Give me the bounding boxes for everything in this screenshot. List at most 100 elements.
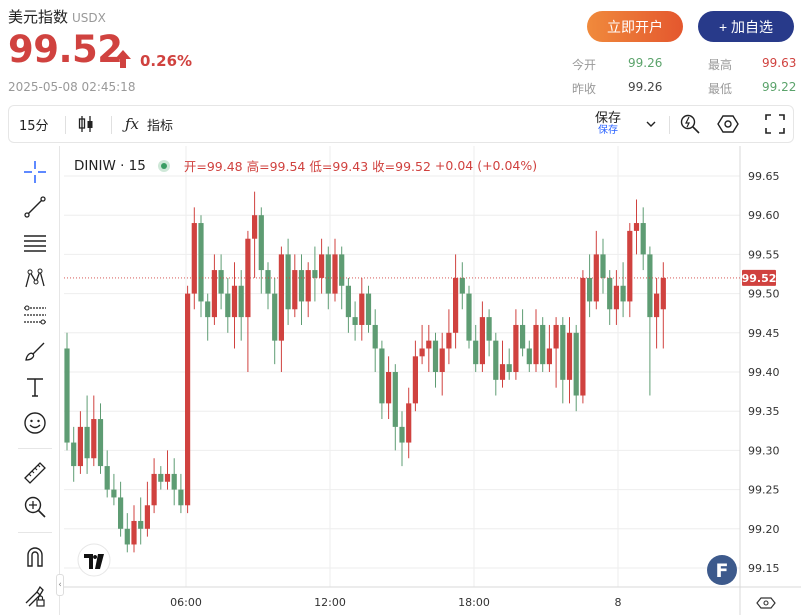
add-watchlist-button[interactable]: + 加自选 xyxy=(698,11,794,42)
candle-body xyxy=(278,254,284,341)
fib-retracement-icon[interactable] xyxy=(22,302,48,328)
legend-low: 低=99.43 xyxy=(309,159,369,174)
low-label: 最低 xyxy=(708,82,733,96)
f-badge-letter: F xyxy=(716,560,729,582)
market-status-dot-icon xyxy=(157,159,170,172)
save-label: 保存 xyxy=(595,110,622,126)
candle-body xyxy=(325,254,331,294)
candle-body xyxy=(352,317,358,325)
candle-body xyxy=(292,270,298,310)
y-tick-label: 99.30 xyxy=(748,444,780,457)
candle-body xyxy=(231,285,238,318)
candle-body xyxy=(506,364,512,372)
candle-body xyxy=(345,285,351,318)
horizontal-lines-icon[interactable] xyxy=(22,230,48,256)
low-value: 99.22 xyxy=(762,80,797,94)
lock-drawing-icon[interactable] xyxy=(22,582,48,608)
y-tick-label: 99.60 xyxy=(748,209,780,222)
candle-body xyxy=(473,340,479,365)
candle-body xyxy=(486,317,492,341)
save-sublabel: 保存 xyxy=(598,124,618,136)
trend-line-icon[interactable] xyxy=(22,194,48,220)
candle-body xyxy=(560,324,566,380)
tradingview-logo-icon xyxy=(77,543,111,577)
candle-body xyxy=(339,254,345,286)
x-tick-label: 12:00 xyxy=(314,596,346,609)
candle-body xyxy=(660,277,666,310)
candle-body xyxy=(359,293,365,325)
candle-body xyxy=(654,293,660,318)
change-percent: 0.26% xyxy=(140,52,193,70)
chevron-down-icon[interactable] xyxy=(645,106,657,142)
candle-body xyxy=(144,505,150,529)
instrument-code: USDX xyxy=(72,11,106,25)
candle-body xyxy=(84,426,90,459)
candle-body xyxy=(493,340,499,380)
interval-selector[interactable]: 15分 xyxy=(19,118,49,134)
candle-body xyxy=(272,293,278,341)
candle-body xyxy=(372,324,378,349)
candle-body xyxy=(406,403,412,443)
brush-icon[interactable] xyxy=(22,338,48,364)
zoom-in-icon[interactable] xyxy=(22,494,48,520)
x-tick-label: 06:00 xyxy=(170,596,202,609)
y-tick-label: 99.65 xyxy=(748,170,780,183)
candle-body xyxy=(426,340,432,349)
y-tick-label: 99.35 xyxy=(748,405,780,418)
f-badge-icon xyxy=(707,555,737,585)
candle-body xyxy=(171,473,177,490)
current-price-label: 99.52 xyxy=(742,272,777,285)
candle-body xyxy=(466,293,472,341)
axis-settings-icon xyxy=(756,597,776,609)
fullscreen-icon[interactable] xyxy=(765,106,785,142)
tradingview-mark xyxy=(84,554,104,569)
candle-body xyxy=(446,332,452,349)
candle-body xyxy=(285,254,291,310)
y-tick-label: 99.40 xyxy=(748,366,780,379)
candle-style-icon[interactable] xyxy=(77,106,95,142)
candle-body xyxy=(432,340,439,372)
open-account-button[interactable]: 立即开户 xyxy=(587,11,683,42)
timestamp: 2025-05-08 02:45:18 xyxy=(8,80,136,94)
collapse-toolbar-handle[interactable]: ‹ xyxy=(56,574,64,596)
candle-body xyxy=(647,254,653,318)
candle-body xyxy=(178,489,184,506)
candle-body xyxy=(118,497,124,529)
candle-body xyxy=(627,230,633,302)
candle-body xyxy=(64,348,70,443)
magnet-icon[interactable] xyxy=(22,544,48,570)
y-tick-label: 99.55 xyxy=(748,248,780,261)
candle-body xyxy=(593,254,599,302)
candle-body xyxy=(526,348,532,365)
open-value: 99.26 xyxy=(628,56,663,70)
candle-body xyxy=(205,301,211,318)
fx-icon: ƒx xyxy=(125,115,140,133)
pattern-icon[interactable] xyxy=(22,266,48,292)
ruler-icon[interactable] xyxy=(22,460,48,486)
emoji-icon[interactable] xyxy=(22,410,48,436)
candle-body xyxy=(77,426,83,467)
candle-body xyxy=(218,270,224,294)
candle-body xyxy=(553,324,559,349)
text-tool-icon[interactable] xyxy=(22,374,48,400)
candle-body xyxy=(640,223,646,255)
candle-body xyxy=(298,270,305,302)
candle-body xyxy=(305,270,311,302)
candle-body xyxy=(607,277,613,310)
candle-body xyxy=(151,473,157,506)
indicator-button[interactable]: ƒx 指标 xyxy=(125,106,173,142)
settings-icon[interactable] xyxy=(717,106,739,142)
candle-body xyxy=(620,285,626,302)
candle-body xyxy=(587,277,593,302)
candlestick-chart[interactable]: 99.52 99.65 99.60 99.55 99.50 99.45 99.40 99.35… xyxy=(64,146,801,615)
candle-body xyxy=(91,419,97,459)
crosshair-icon[interactable] xyxy=(22,159,48,185)
quick-search-icon[interactable] xyxy=(679,106,701,142)
save-button[interactable]: 保存 保存 xyxy=(595,106,621,142)
candle-body xyxy=(540,324,546,365)
candle-body xyxy=(238,285,244,318)
candle-body xyxy=(546,348,552,365)
candle-body xyxy=(191,223,197,294)
candle-body xyxy=(439,348,445,372)
legend-symbol: DINIW · 15 xyxy=(74,157,146,174)
